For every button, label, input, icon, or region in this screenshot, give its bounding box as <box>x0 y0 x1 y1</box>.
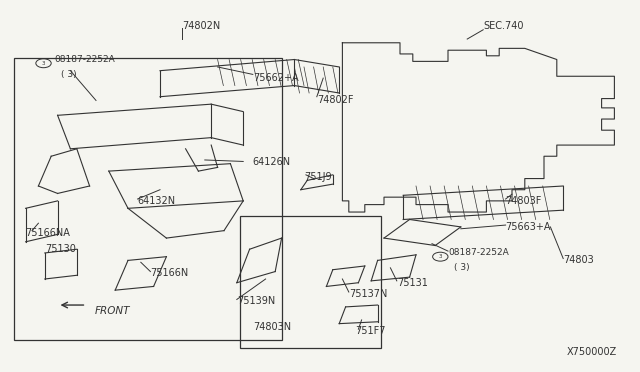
Text: 75139N: 75139N <box>237 296 275 306</box>
Text: 751F7: 751F7 <box>355 326 386 336</box>
Text: X750000Z: X750000Z <box>566 347 617 356</box>
Text: 74802F: 74802F <box>317 96 353 105</box>
Text: 74803N: 74803N <box>253 323 291 332</box>
Text: 3: 3 <box>42 61 45 66</box>
Text: 75166NA: 75166NA <box>26 228 70 237</box>
Bar <box>240 216 381 348</box>
Text: 751J9: 751J9 <box>304 172 332 182</box>
Text: 08187-2252A: 08187-2252A <box>54 55 115 64</box>
Text: 74803F: 74803F <box>506 196 542 206</box>
Text: 64132N: 64132N <box>138 196 176 206</box>
Text: ( 3): ( 3) <box>61 70 76 79</box>
Text: 64126N: 64126N <box>253 157 291 167</box>
Text: ( 3): ( 3) <box>454 263 470 272</box>
Text: 74802N: 74802N <box>182 21 221 31</box>
Text: 3: 3 <box>438 254 442 259</box>
Text: 74803: 74803 <box>563 256 594 265</box>
Text: 75662+A: 75662+A <box>253 73 298 83</box>
Bar <box>14 58 282 340</box>
Text: 08187-2252A: 08187-2252A <box>448 248 509 257</box>
Text: 75131: 75131 <box>397 278 428 288</box>
Text: 75166N: 75166N <box>150 269 189 278</box>
Text: 75130: 75130 <box>45 244 76 254</box>
Text: FRONT: FRONT <box>95 306 130 315</box>
Text: 75663+A: 75663+A <box>506 222 551 232</box>
Text: SEC.740: SEC.740 <box>483 21 524 31</box>
Text: 75137N: 75137N <box>349 289 387 299</box>
